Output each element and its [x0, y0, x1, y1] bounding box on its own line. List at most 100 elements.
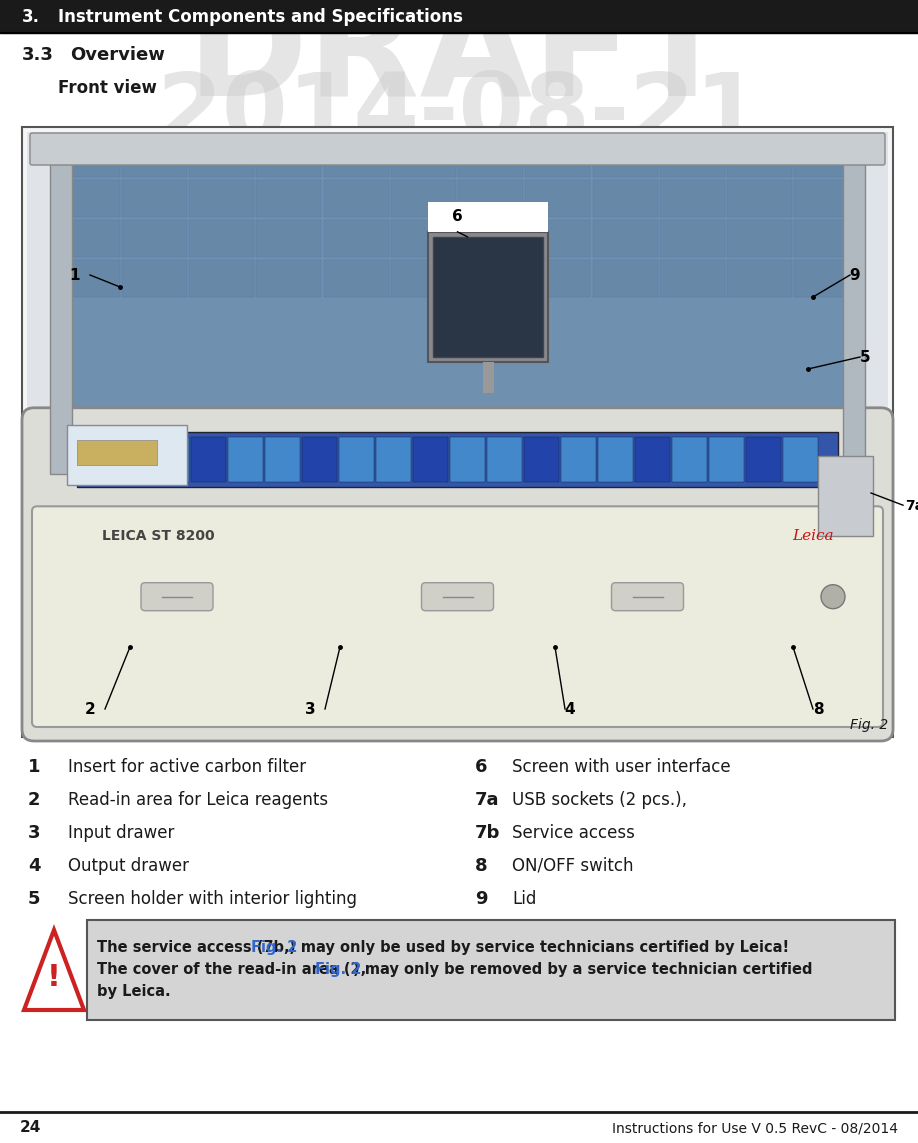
Polygon shape — [24, 930, 84, 1010]
Bar — [561, 437, 596, 482]
Text: 3: 3 — [28, 824, 40, 842]
Text: 8: 8 — [475, 857, 487, 876]
Bar — [525, 139, 590, 177]
Text: 24: 24 — [20, 1120, 41, 1135]
Bar — [727, 259, 792, 297]
Circle shape — [821, 585, 845, 609]
Bar — [525, 179, 590, 217]
Text: 2: 2 — [84, 702, 95, 717]
Bar — [458, 179, 523, 217]
Bar — [117, 437, 152, 482]
Text: 9: 9 — [475, 890, 487, 908]
Bar — [122, 259, 187, 297]
Bar — [391, 179, 456, 217]
Bar — [458, 139, 523, 177]
FancyBboxPatch shape — [611, 583, 684, 610]
Text: Screen holder with interior lighting: Screen holder with interior lighting — [68, 890, 357, 908]
Bar — [0, 0, 918, 33]
Text: Input drawer: Input drawer — [68, 824, 174, 842]
FancyBboxPatch shape — [421, 583, 494, 610]
Bar — [324, 219, 389, 257]
Text: DRAFT: DRAFT — [186, 0, 732, 126]
Bar — [794, 139, 859, 177]
Bar — [843, 157, 865, 474]
Bar — [55, 219, 120, 257]
Bar — [302, 437, 337, 482]
Text: Instructions for Use V 0.5 RevC - 08/2014: Instructions for Use V 0.5 RevC - 08/201… — [612, 1121, 898, 1135]
Bar — [228, 437, 263, 482]
Bar — [52, 137, 863, 454]
Text: Fig. 2: Fig. 2 — [850, 718, 888, 732]
Bar — [80, 437, 115, 482]
Text: ) may only be used by service technicians certified by Leica!: ) may only be used by service technician… — [289, 940, 789, 956]
Bar — [660, 219, 725, 257]
Text: ON/OFF switch: ON/OFF switch — [512, 857, 633, 876]
Text: 7a/b: 7a/b — [905, 498, 918, 512]
Bar — [189, 139, 254, 177]
Bar — [794, 179, 859, 217]
Bar — [324, 179, 389, 217]
Text: Service access: Service access — [512, 824, 635, 842]
Text: The service access (7b,: The service access (7b, — [97, 940, 295, 956]
Bar — [746, 437, 781, 482]
Bar — [391, 139, 456, 177]
Bar — [391, 259, 456, 297]
Bar — [87, 920, 895, 1020]
Text: 4: 4 — [28, 857, 40, 876]
Text: Lid: Lid — [512, 890, 536, 908]
Bar — [324, 259, 389, 297]
Bar — [55, 179, 120, 217]
Text: 7a: 7a — [475, 791, 499, 809]
Text: 3.3: 3.3 — [22, 46, 54, 64]
Bar — [635, 437, 670, 482]
Bar — [50, 157, 72, 474]
Text: Fig. 2: Fig. 2 — [315, 962, 361, 977]
Bar — [727, 179, 792, 217]
Bar — [413, 437, 448, 482]
Bar — [660, 179, 725, 217]
Bar — [154, 437, 189, 482]
Text: 6: 6 — [475, 758, 487, 776]
Bar — [672, 437, 707, 482]
Text: ) may only be removed by a service technician certified: ) may only be removed by a service techn… — [353, 962, 812, 977]
Text: Front view: Front view — [58, 79, 157, 97]
FancyBboxPatch shape — [32, 506, 883, 727]
Bar — [525, 219, 590, 257]
Bar — [122, 139, 187, 177]
FancyBboxPatch shape — [141, 583, 213, 610]
Bar — [525, 259, 590, 297]
Bar — [376, 437, 411, 482]
Text: 4: 4 — [565, 702, 576, 717]
Text: Read-in area for Leica reagents: Read-in area for Leica reagents — [68, 791, 328, 809]
Bar — [450, 437, 485, 482]
Text: !: ! — [47, 964, 61, 992]
Text: by Leica.: by Leica. — [97, 984, 171, 999]
Bar — [256, 139, 321, 177]
Bar — [593, 139, 658, 177]
Bar — [794, 219, 859, 257]
Text: 6: 6 — [453, 209, 463, 224]
Text: 7b: 7b — [475, 824, 500, 842]
Text: Overview: Overview — [70, 46, 165, 64]
Bar — [256, 219, 321, 257]
Text: 2: 2 — [28, 791, 40, 809]
Bar — [428, 202, 547, 232]
Bar — [524, 437, 559, 482]
Bar — [428, 232, 547, 362]
Bar — [22, 127, 893, 737]
Bar — [794, 259, 859, 297]
Bar — [458, 259, 523, 297]
Text: Screen with user interface: Screen with user interface — [512, 758, 731, 776]
Bar — [660, 259, 725, 297]
Bar — [189, 179, 254, 217]
Text: Instrument Components and Specifications: Instrument Components and Specifications — [58, 8, 463, 25]
Bar — [391, 219, 456, 257]
Bar — [783, 437, 818, 482]
Bar — [77, 432, 838, 487]
Bar — [55, 139, 120, 177]
Bar — [593, 219, 658, 257]
Text: 5: 5 — [28, 890, 40, 908]
Bar — [593, 259, 658, 297]
Bar — [593, 179, 658, 217]
Text: 2014-08-21: 2014-08-21 — [157, 69, 761, 161]
